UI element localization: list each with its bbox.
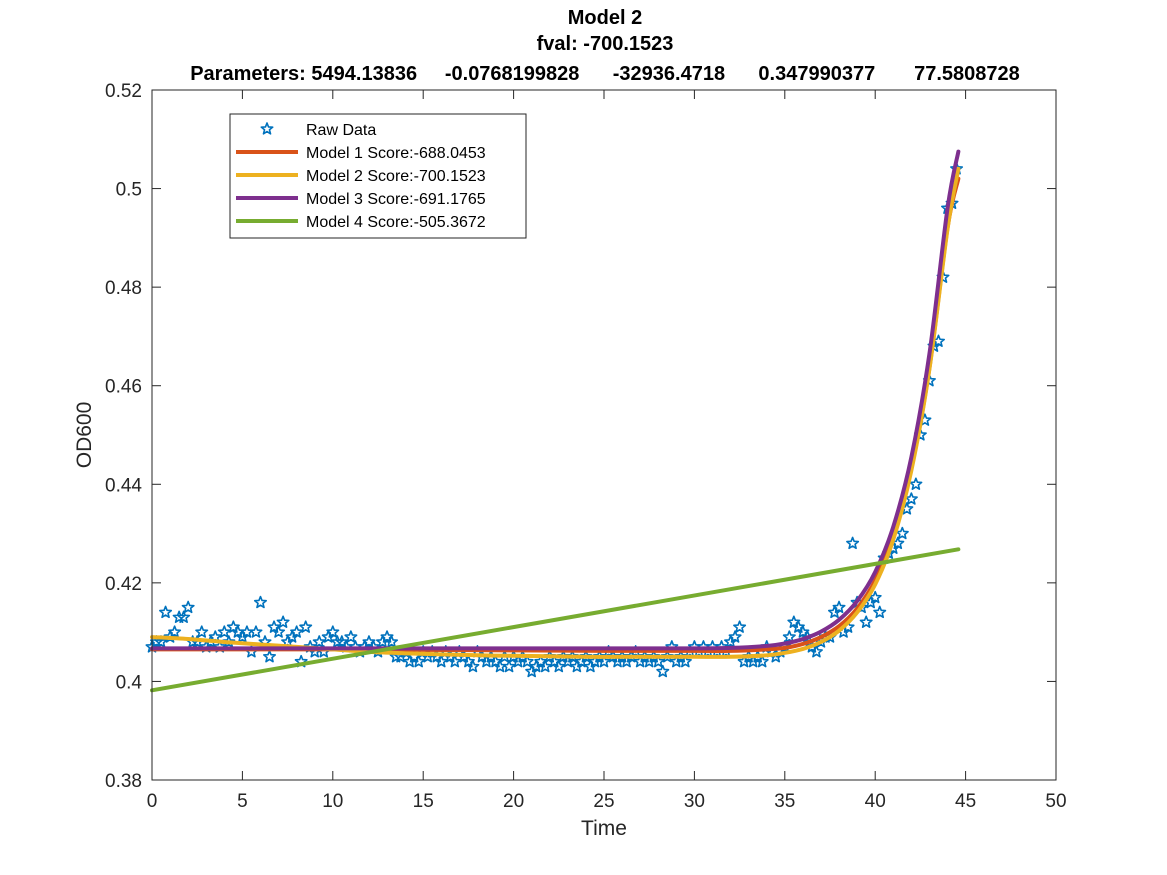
legend-label-model-2: Model 2 Score:-700.1523 [306, 168, 486, 185]
x-tick-label: 50 [1045, 791, 1066, 812]
raw-data-point [466, 659, 480, 673]
x-tick-label: 25 [593, 791, 614, 812]
ticks-layer: 0 5 10 15 20 25 30 35 40 45 50 0.38 0.4 0.42 0.44 0.46 0… [105, 81, 1067, 812]
data-layer [145, 149, 964, 693]
raw-data-point [253, 595, 267, 609]
raw-data-point [597, 654, 611, 668]
legend-label-raw-data: Raw Data [306, 122, 376, 139]
legend-items: Raw Data Model 1 Score:-688.0453 Model 2 S… [236, 122, 486, 231]
raw-data-point [312, 635, 326, 648]
series-line-model-4 [150, 547, 961, 693]
raw-data-point [678, 654, 692, 668]
raw-data-point [326, 625, 340, 638]
legend-label-model-3: Model 3 Score:-691.1765 [306, 191, 486, 208]
raw-data-point [299, 620, 313, 633]
raw-data-point [909, 477, 923, 490]
raw-data-point [217, 625, 231, 638]
x-tick-label: 10 [322, 791, 343, 812]
raw-data-point [434, 654, 448, 668]
raw-data-point [344, 630, 358, 643]
raw-data-point [272, 625, 286, 638]
y-tick-label: 0.4 [116, 672, 143, 693]
x-tick-label: 40 [865, 791, 886, 812]
x-axis-label: Time [581, 817, 627, 840]
raw-data-point [873, 605, 887, 619]
raw-data-point [552, 659, 566, 673]
y-tick-label: 0.52 [105, 81, 142, 102]
chart-subtitle: fval: -700.1523 [537, 33, 674, 55]
y-axis-label: OD600 [73, 402, 96, 469]
raw-data-point [782, 630, 796, 643]
raw-data-point [177, 610, 191, 624]
raw-data-point [385, 635, 399, 648]
raw-data-point [195, 625, 209, 638]
y-tick-label: 0.42 [105, 574, 142, 595]
raw-data-point [859, 615, 873, 628]
chart-parameters: Parameters: 5494.13836 -0.0768199828 -32… [190, 63, 1020, 85]
raw-data-point [728, 630, 742, 643]
y-tick-label: 0.48 [105, 278, 142, 299]
raw-data-point [168, 625, 182, 638]
x-tick-label: 20 [503, 791, 524, 812]
raw-data-point [809, 645, 823, 658]
raw-data-point [832, 600, 846, 614]
raw-data-point [263, 649, 277, 663]
raw-data-point [502, 659, 516, 673]
raw-data-point [520, 654, 534, 668]
raw-data-point [538, 659, 552, 673]
raw-data-point [733, 620, 747, 633]
x-tick-label: 0 [147, 791, 158, 812]
x-tick-label: 45 [955, 791, 976, 812]
raw-data-point [846, 536, 860, 550]
raw-data-point [249, 625, 263, 638]
x-tick-label: 15 [413, 791, 434, 812]
raw-data-point [448, 654, 462, 668]
raw-data-point [412, 654, 426, 668]
x-tick-label: 5 [237, 791, 248, 812]
raw-data-point [276, 615, 290, 628]
y-tick-label: 0.38 [105, 771, 142, 792]
raw-data-point [651, 654, 665, 668]
legend-label-model-4: Model 4 Score:-505.3672 [306, 214, 486, 231]
x-tick-label: 30 [684, 791, 705, 812]
raw-data-point [895, 526, 909, 540]
raw-data-point [755, 654, 769, 668]
raw-data-point [159, 605, 173, 619]
legend-symbol-raw-data [260, 122, 274, 135]
x-tick-label: 35 [774, 791, 795, 812]
legend-label-model-1: Model 1 Score:-688.0453 [306, 145, 486, 162]
y-tick-label: 0.46 [105, 377, 142, 398]
raw-data-point [172, 610, 186, 624]
chart-title: Model 2 [568, 7, 642, 29]
y-tick-label: 0.44 [105, 475, 142, 496]
series-line-model-3 [150, 149, 961, 651]
y-tick-label: 0.5 [116, 180, 142, 201]
raw-data-point [290, 625, 304, 638]
raw-data-point [154, 635, 168, 648]
raw-data-point [330, 635, 344, 648]
raw-data-point [181, 600, 195, 614]
legend: Raw Data Model 1 Score:-688.0453 Model 2 S… [229, 113, 527, 239]
raw-data-point [656, 664, 670, 678]
